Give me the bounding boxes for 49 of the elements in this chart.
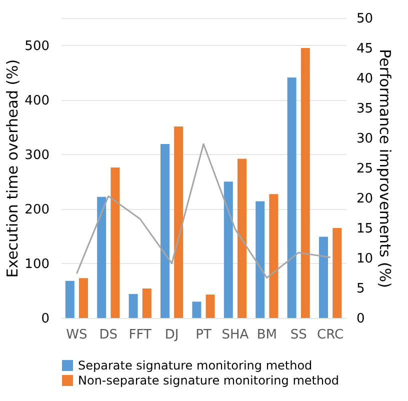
legend-label: Non-separate signature monitoring method — [78, 374, 340, 388]
x-tick-label: FFT — [128, 328, 152, 342]
y2-tick-label: 20 — [356, 192, 374, 206]
x-tick-label: SS — [290, 328, 307, 342]
bar — [332, 228, 342, 318]
y-tick-label: 500 — [24, 38, 50, 54]
y2-tick-label: 0 — [356, 312, 365, 326]
x-tick-label: WS — [66, 328, 88, 342]
bar — [174, 126, 184, 318]
legend-label: Separate signature monitoring method — [78, 358, 312, 372]
bar — [192, 302, 202, 318]
bar — [300, 48, 310, 318]
x-tick-label: DS — [99, 328, 118, 342]
x-tick-label: CRC — [317, 328, 344, 342]
bar — [65, 280, 74, 318]
y2-tick-label: 35 — [356, 102, 374, 116]
bar — [224, 182, 233, 318]
y2-tick-label: 30 — [356, 132, 374, 146]
bar — [142, 288, 152, 318]
y-tick-label: 200 — [24, 202, 50, 218]
x-tick-label: PT — [196, 328, 212, 342]
y2-tick-label: 10 — [356, 252, 374, 266]
y2-tick-label: 25 — [356, 162, 374, 176]
bar — [78, 278, 88, 318]
y2-axis-title: Performance improvements (%) — [376, 48, 394, 288]
bar — [237, 158, 246, 318]
bar — [97, 196, 106, 318]
bar — [269, 194, 278, 318]
y2-tick-label: 50 — [356, 12, 374, 26]
x-tick-label: DJ — [164, 328, 179, 342]
y2-tick-label: 45 — [356, 42, 374, 56]
bar — [110, 167, 120, 318]
bar — [128, 294, 138, 318]
bar — [287, 77, 296, 318]
y-tick-label: 100 — [24, 256, 50, 272]
y-axis-title: Execution time overhead (%) — [4, 59, 22, 278]
bar — [319, 236, 328, 318]
bar — [256, 201, 265, 318]
line-series — [76, 143, 332, 279]
bar — [160, 144, 170, 318]
y-tick-label: 300 — [24, 148, 50, 163]
y-tick-label: 400 — [24, 93, 50, 108]
x-tick-label: BM — [256, 328, 277, 342]
y2-tick-label: 5 — [356, 282, 365, 296]
y-tick-label: 0 — [41, 312, 50, 326]
y2-tick-label: 15 — [356, 222, 374, 236]
y2-tick-label: 40 — [356, 72, 374, 86]
x-tick-label: SHA — [222, 328, 249, 342]
bar — [206, 294, 215, 318]
